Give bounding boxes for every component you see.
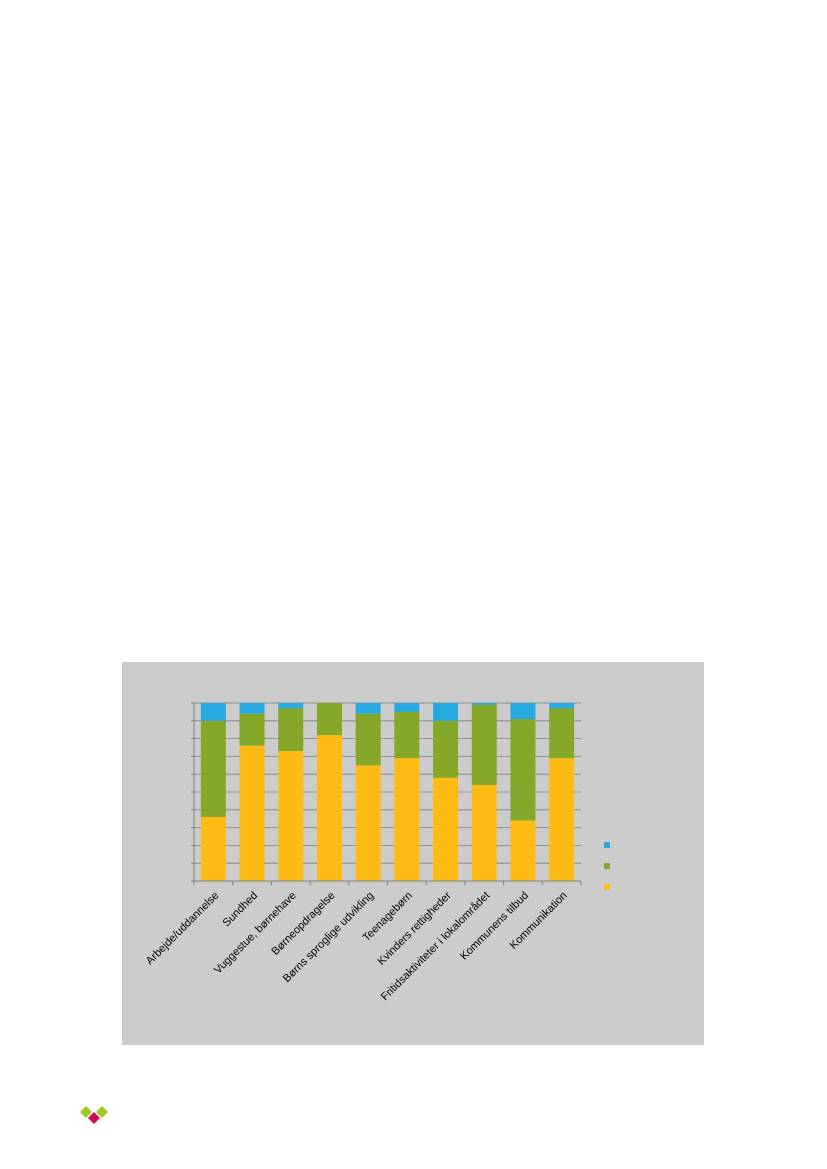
bar-segment-series-0 — [316, 735, 342, 881]
bar-segment-series-1 — [316, 703, 342, 736]
bar-segment-series-0 — [471, 784, 497, 881]
bar-segment-series-2 — [239, 703, 265, 714]
bar-segment-series-0 — [278, 751, 304, 881]
bar-segment-series-0 — [433, 777, 459, 881]
legend-marker — [604, 884, 610, 890]
bar-segment-series-1 — [278, 708, 304, 752]
bar-segment-series-1 — [549, 708, 575, 759]
bar-segment-series-1 — [355, 713, 381, 766]
bar-segment-series-0 — [239, 745, 265, 881]
bar-segment-series-1 — [433, 720, 459, 778]
logo-right-leaf — [96, 1106, 108, 1118]
bar-series — [200, 703, 575, 881]
bar-segment-series-1 — [471, 704, 497, 785]
chart-panel: Arbejde/uddannelse Sundhed Vuggestue, børn… — [122, 662, 704, 1045]
x-tick-label: Kvinders rettigheder — [376, 889, 454, 967]
bar-segment-series-0 — [355, 765, 381, 881]
bar-segment-series-2 — [200, 703, 226, 721]
bar-segment-series-2 — [549, 703, 575, 709]
bar-segment-series-0 — [200, 816, 226, 881]
bar-segment-series-2 — [433, 703, 459, 721]
legend — [604, 842, 610, 890]
logo-left-leaf — [80, 1106, 92, 1118]
bar-segment-series-0 — [510, 820, 536, 881]
logo-center-diamond — [88, 1112, 100, 1124]
bar-segment-series-1 — [510, 719, 536, 821]
bar-segment-series-1 — [394, 711, 420, 759]
x-tick-label: Sundhed — [221, 890, 261, 930]
bar-segment-series-1 — [239, 713, 265, 746]
bar-segment-series-1 — [200, 720, 226, 817]
bar-segment-series-2 — [510, 703, 536, 720]
bar-segment-series-0 — [394, 758, 420, 881]
bar-segment-series-2 — [278, 703, 304, 709]
x-tick-label: Arbejde/uddannelse — [144, 890, 222, 968]
bar-segment-series-2 — [471, 703, 497, 705]
bar-segment-series-2 — [355, 703, 381, 714]
bar-segment-series-0 — [549, 758, 575, 881]
legend-marker — [604, 842, 610, 848]
legend-marker — [604, 863, 610, 869]
brand-logo-icon — [80, 1106, 108, 1124]
bar-segment-series-2 — [394, 703, 420, 712]
x-tick-label: Kommunens tilbud — [458, 890, 531, 963]
axes — [191, 702, 582, 885]
